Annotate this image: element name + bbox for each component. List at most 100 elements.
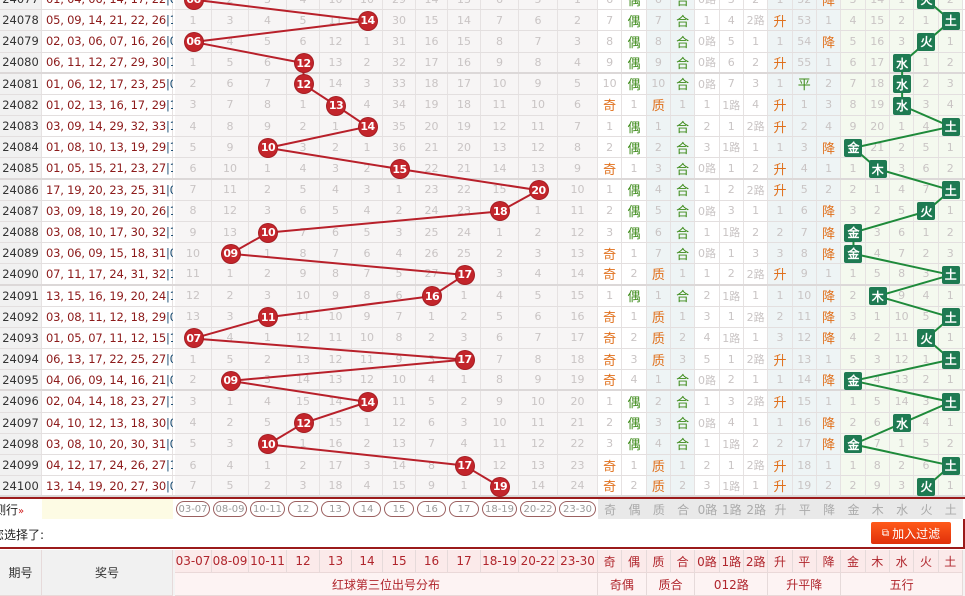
issue-number: 24078: [0, 10, 42, 31]
omission-cell: 9: [320, 285, 352, 306]
omission-cell: 2路: [743, 264, 769, 284]
filter-pill-16[interactable]: 16: [417, 501, 446, 517]
omission-cell: 2: [695, 285, 720, 306]
omission-cell: 10: [481, 412, 519, 433]
filter-chip-7[interactable]: 升: [768, 499, 793, 519]
omission-cell: 13: [889, 370, 915, 390]
omission-cell: 2: [743, 52, 769, 72]
omission-cell: 13: [212, 221, 249, 243]
filter-chip-4[interactable]: 0路: [695, 499, 720, 519]
omission-cell: 1: [768, 412, 793, 433]
omission-cell: 0路: [695, 31, 720, 52]
filter-pill-23-30[interactable]: 23-30: [559, 501, 596, 517]
filter-chip-11[interactable]: 木: [865, 499, 890, 519]
hit-cell: 奇: [598, 306, 623, 327]
omission-cell: 1: [938, 137, 963, 158]
omission-cell: 3: [889, 31, 915, 52]
hit-cell: 合: [670, 200, 696, 221]
filter-chip-3[interactable]: 合: [670, 499, 696, 519]
omission-cell: 1: [841, 264, 866, 284]
omission-cell: 11: [383, 391, 416, 412]
omission-cell: 4: [914, 116, 939, 137]
header-col-6: 15: [383, 550, 416, 573]
draw-numbers: 03, 08, 11, 12, 18, 29|05: [42, 306, 184, 327]
omission-cell: 17: [320, 454, 352, 476]
omission-cell: 2: [889, 10, 915, 31]
omission-cell: 5: [519, 285, 558, 306]
expand-chevron-icon[interactable]: »: [18, 506, 25, 517]
filter-chip-6[interactable]: 2路: [743, 499, 769, 519]
hit-cell: 偶: [622, 179, 647, 200]
omission-cell: 2: [352, 433, 383, 454]
omission-cell: 12: [519, 137, 558, 158]
omission-cell: 1: [695, 433, 720, 454]
hit-cell: 偶: [622, 52, 647, 72]
filter-chip-13[interactable]: 火: [914, 499, 939, 519]
omission-cell: 4: [865, 243, 890, 264]
omission-cell: 13: [558, 243, 598, 264]
omission-cell: 2: [519, 221, 558, 243]
filter-pill-18-19[interactable]: 18-19: [482, 501, 517, 517]
red-numbers: 06, 11, 12, 27, 29, 30: [46, 55, 166, 70]
filter-chip-12[interactable]: 水: [889, 499, 915, 519]
omission-cell: 19: [558, 370, 598, 390]
filter-chip-9[interactable]: 降: [816, 499, 842, 519]
filter-chip-5[interactable]: 1路: [719, 499, 744, 519]
omission-cell: 10: [175, 243, 212, 264]
hit-cell: [416, 285, 448, 306]
omission-cell: 12: [287, 327, 320, 349]
omission-cell: 3: [889, 158, 915, 178]
filter-chip-14[interactable]: 土: [938, 499, 963, 519]
add-filter-button[interactable]: ⧉ 加入过滤: [871, 522, 951, 544]
filter-pill-08-09[interactable]: 08-09: [213, 501, 247, 517]
filter-pill-13[interactable]: 13: [321, 501, 350, 517]
omission-cell: 3: [352, 454, 383, 476]
hit-cell: [287, 412, 320, 433]
omission-cell: 12: [792, 327, 817, 349]
hit-cell: 奇: [598, 94, 623, 116]
omission-cell: 1: [719, 116, 744, 137]
omission-cell: 3: [646, 412, 671, 433]
omission-cell: 6: [519, 10, 558, 31]
omission-cell: 6: [352, 243, 383, 264]
omission-cell: 1: [768, 73, 793, 94]
omission-cell: 4: [352, 200, 383, 221]
filter-chip-10[interactable]: 金: [841, 499, 866, 519]
omission-cell: 8: [841, 94, 866, 116]
header-col-r6: 2路: [743, 550, 769, 573]
omission-cell: 22: [448, 179, 481, 200]
filter-pill-12[interactable]: 12: [288, 501, 318, 517]
filter-pill-17[interactable]: 17: [449, 501, 479, 517]
filter-pill-20-22[interactable]: 20-22: [520, 501, 556, 517]
hit-cell: [249, 137, 287, 158]
filter-pill-03-07[interactable]: 03-07: [176, 501, 210, 517]
filter-pill-14[interactable]: 14: [353, 501, 381, 517]
omission-cell: 18: [416, 73, 448, 94]
filter-pill-10-11[interactable]: 10-11: [250, 501, 285, 517]
omission-cell: 2: [938, 52, 963, 72]
hit-cell: 升: [768, 10, 793, 31]
omission-cell: 2: [646, 137, 671, 158]
filter-chip-1[interactable]: 偶: [622, 499, 647, 519]
omission-cell: 1: [352, 137, 383, 158]
draw-numbers: 02, 04, 14, 18, 23, 27|13: [42, 391, 184, 412]
filter-chip-8[interactable]: 平: [792, 499, 817, 519]
omission-cell: 34: [383, 94, 416, 116]
filter-input[interactable]: [42, 499, 173, 519]
filter-chip-0[interactable]: 奇: [598, 499, 623, 519]
hit-cell: [914, 476, 939, 496]
red-numbers: 04, 12, 17, 24, 26, 27: [46, 458, 166, 473]
omission-cell: 13: [383, 433, 416, 454]
filter-chip-2[interactable]: 质: [646, 499, 671, 519]
hit-cell: [865, 285, 890, 306]
omission-cell: 2: [865, 200, 890, 221]
omission-cell: 8: [287, 243, 320, 264]
omission-cell: 2: [914, 243, 939, 264]
filter-label[interactable]: 测行»: [0, 501, 24, 518]
omission-cell: 23: [416, 179, 448, 200]
header-col-10: 20-22: [519, 550, 558, 573]
filter-pill-15[interactable]: 15: [384, 501, 414, 517]
